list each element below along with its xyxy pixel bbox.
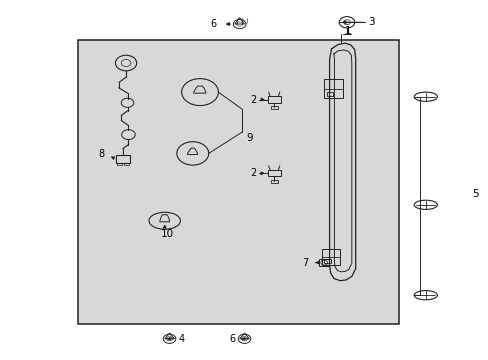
Text: 10: 10 <box>160 229 173 239</box>
Bar <box>267 96 281 103</box>
Text: 8: 8 <box>98 149 104 159</box>
Bar <box>267 170 281 176</box>
Bar <box>116 155 130 163</box>
Bar <box>321 249 340 265</box>
Text: 5: 5 <box>471 189 478 199</box>
Text: 3: 3 <box>367 17 374 27</box>
Text: 9: 9 <box>245 133 252 143</box>
Text: 1: 1 <box>344 26 350 36</box>
Text: 6: 6 <box>209 19 216 29</box>
Bar <box>78 40 398 324</box>
Text: 7: 7 <box>302 258 308 267</box>
Bar <box>270 180 277 183</box>
Text: 6: 6 <box>229 334 235 344</box>
Text: 2: 2 <box>249 168 256 178</box>
Bar <box>270 106 277 109</box>
Bar <box>324 79 342 99</box>
Bar <box>117 163 122 165</box>
Bar <box>319 259 328 266</box>
Text: 4: 4 <box>178 334 184 344</box>
Bar <box>324 259 330 263</box>
Text: 2: 2 <box>249 95 256 104</box>
Bar <box>326 92 333 96</box>
Bar <box>124 163 129 165</box>
